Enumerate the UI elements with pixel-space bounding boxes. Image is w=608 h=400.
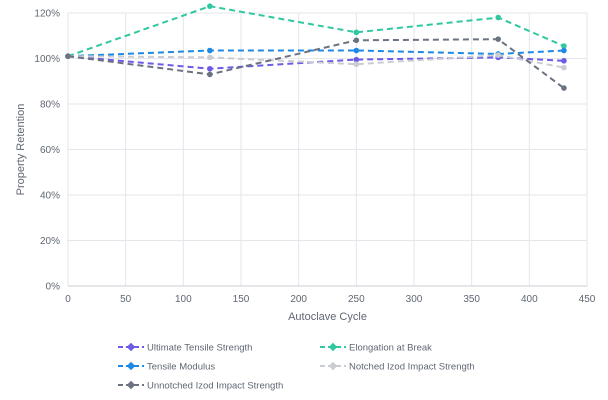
x-tick-label: 50 [120, 294, 132, 305]
legend-marker [328, 361, 338, 371]
legend-item: Unnotched Izod Impact Strength [118, 381, 283, 392]
x-tick-label: 300 [406, 294, 423, 305]
legend-item: Tensile Modulus [118, 362, 215, 373]
y-tick-label: 0% [46, 282, 61, 293]
x-axis-title: Autoclave Cycle [288, 311, 367, 323]
data-point [561, 57, 567, 64]
data-point [561, 47, 567, 54]
data-point [207, 65, 213, 72]
legend-item: Notched Izod Impact Strength [320, 362, 475, 373]
data-point [207, 47, 213, 54]
y-tick-label: 100% [34, 54, 60, 65]
data-point [561, 64, 567, 71]
legend-marker [126, 361, 136, 371]
x-tick-label: 150 [233, 294, 250, 305]
data-point [495, 36, 501, 42]
x-tick-label: 450 [579, 294, 596, 305]
legend-item: Ultimate Tensile Strength [118, 343, 252, 354]
data-point [353, 29, 360, 36]
y-axis-title: Property Retention [15, 104, 27, 196]
data-point [353, 61, 360, 67]
legend-marker [328, 342, 338, 352]
x-tick-label: 200 [290, 294, 307, 305]
legend-item: Elongation at Break [320, 343, 432, 354]
data-point [353, 47, 360, 54]
data-point [65, 53, 71, 60]
x-tick-label: 350 [463, 294, 480, 305]
data-point [561, 85, 567, 91]
x-tick-label: 0 [65, 294, 71, 305]
series-line [67, 54, 565, 69]
series-line [67, 49, 564, 58]
y-tick-label: 20% [40, 236, 60, 247]
x-tick-label: 400 [521, 294, 538, 305]
data-point [561, 43, 567, 49]
data-point [495, 14, 501, 21]
legend-marker [126, 342, 136, 352]
y-tick-label: 60% [40, 145, 60, 156]
series-4 [65, 52, 567, 71]
data-point [207, 3, 213, 9]
data-point [353, 37, 360, 44]
legend-marker [126, 380, 136, 390]
y-tick-label: 120% [34, 9, 60, 20]
y-tick-label: 80% [40, 100, 60, 111]
legend-label: Unnotched Izod Impact Strength [147, 381, 283, 392]
x-tick-label: 100 [175, 294, 192, 305]
legend-label: Tensile Modulus [147, 362, 215, 373]
legend-label: Ultimate Tensile Strength [147, 343, 252, 354]
data-point [207, 71, 213, 78]
data-point [495, 52, 501, 58]
y-tick-label: 40% [40, 191, 60, 202]
series-layer [65, 3, 567, 91]
legend-label: Notched Izod Impact Strength [349, 362, 475, 373]
data-point [353, 56, 360, 63]
axis-layer: 0% 20% 40% 60% 80% 100% 120% 0 50 100 150 200 250 300… [34, 9, 595, 306]
series-5 [65, 36, 567, 91]
data-point [207, 54, 213, 61]
series-line [67, 5, 565, 58]
x-tick-label: 250 [348, 294, 365, 305]
legend-label: Elongation at Break [349, 343, 432, 354]
legend: Ultimate Tensile Strength Elongation at B… [118, 343, 475, 392]
